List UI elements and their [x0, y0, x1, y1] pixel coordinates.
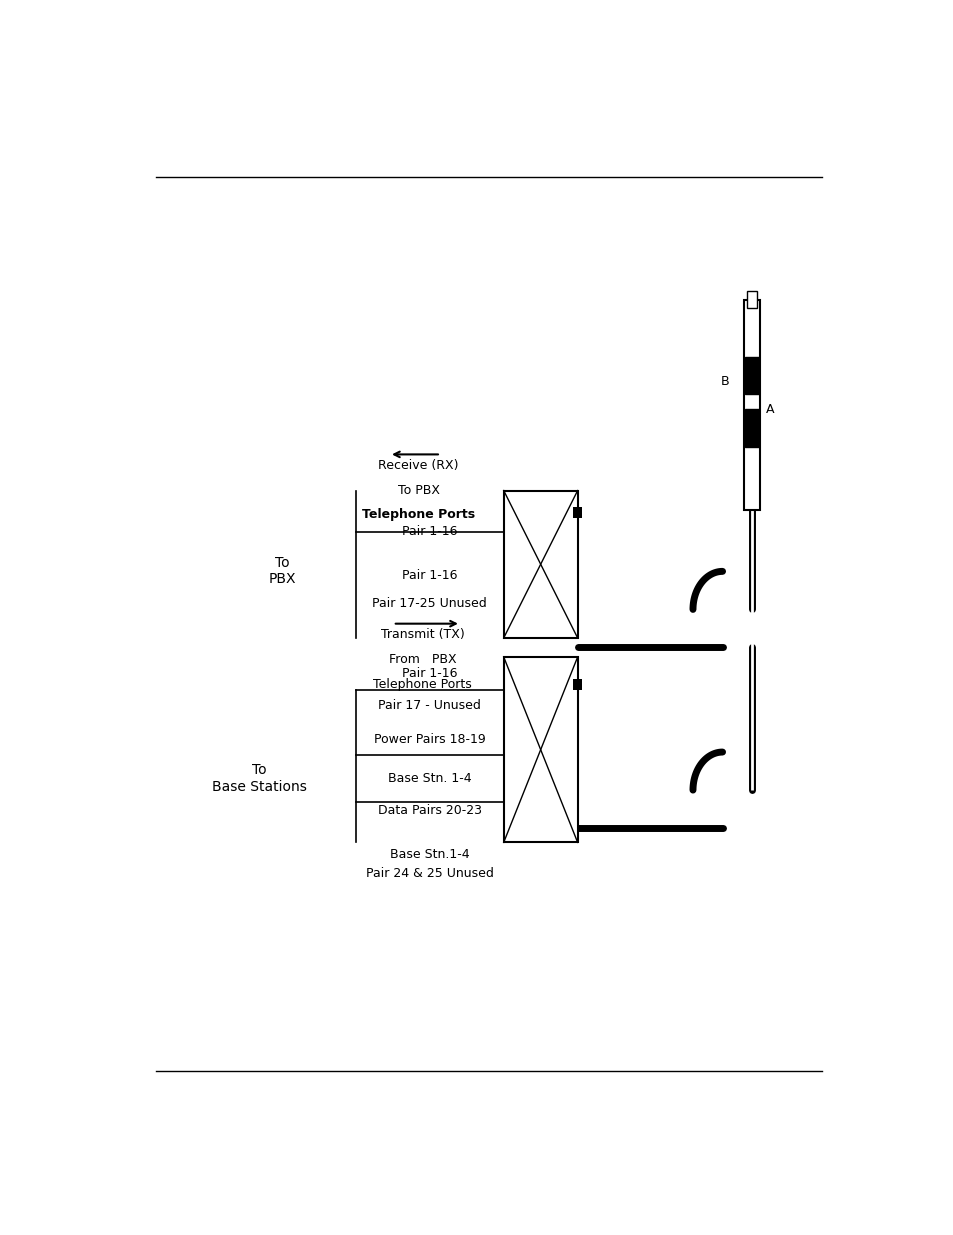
Bar [573, 679, 581, 690]
Text: Pair 17 - Unused: Pair 17 - Unused [378, 699, 480, 713]
Text: Pair 24 & 25 Unused: Pair 24 & 25 Unused [365, 867, 494, 881]
Text: Base Stn.1-4: Base Stn.1-4 [390, 848, 469, 861]
Text: Pair 1-16: Pair 1-16 [401, 667, 457, 680]
Text: B: B [720, 374, 728, 388]
Text: Pair 1-16: Pair 1-16 [401, 525, 457, 538]
Bar [744, 409, 758, 447]
Text: Transmit (TX): Transmit (TX) [380, 629, 464, 641]
Bar [503, 490, 577, 638]
Text: To
Base Stations: To Base Stations [213, 763, 307, 794]
Bar [573, 506, 581, 519]
Text: From   PBX: From PBX [388, 653, 456, 666]
Text: Receive (RX): Receive (RX) [378, 459, 458, 472]
Text: Pair 17-25 Unused: Pair 17-25 Unused [372, 598, 487, 610]
Text: To
PBX: To PBX [268, 556, 295, 587]
Text: Telephone Ports: Telephone Ports [373, 678, 472, 690]
Text: Base Stn. 1-4: Base Stn. 1-4 [388, 772, 471, 785]
Text: To PBX: To PBX [397, 484, 439, 496]
Bar [743, 300, 760, 510]
Text: Telephone Ports: Telephone Ports [362, 508, 475, 521]
Bar [746, 291, 757, 308]
Text: Power Pairs 18-19: Power Pairs 18-19 [374, 734, 485, 746]
Text: Data Pairs 20-23: Data Pairs 20-23 [377, 804, 481, 818]
Bar [503, 657, 577, 842]
Text: Pair 1-16: Pair 1-16 [401, 569, 457, 582]
Bar [744, 357, 758, 394]
Text: A: A [765, 403, 774, 416]
